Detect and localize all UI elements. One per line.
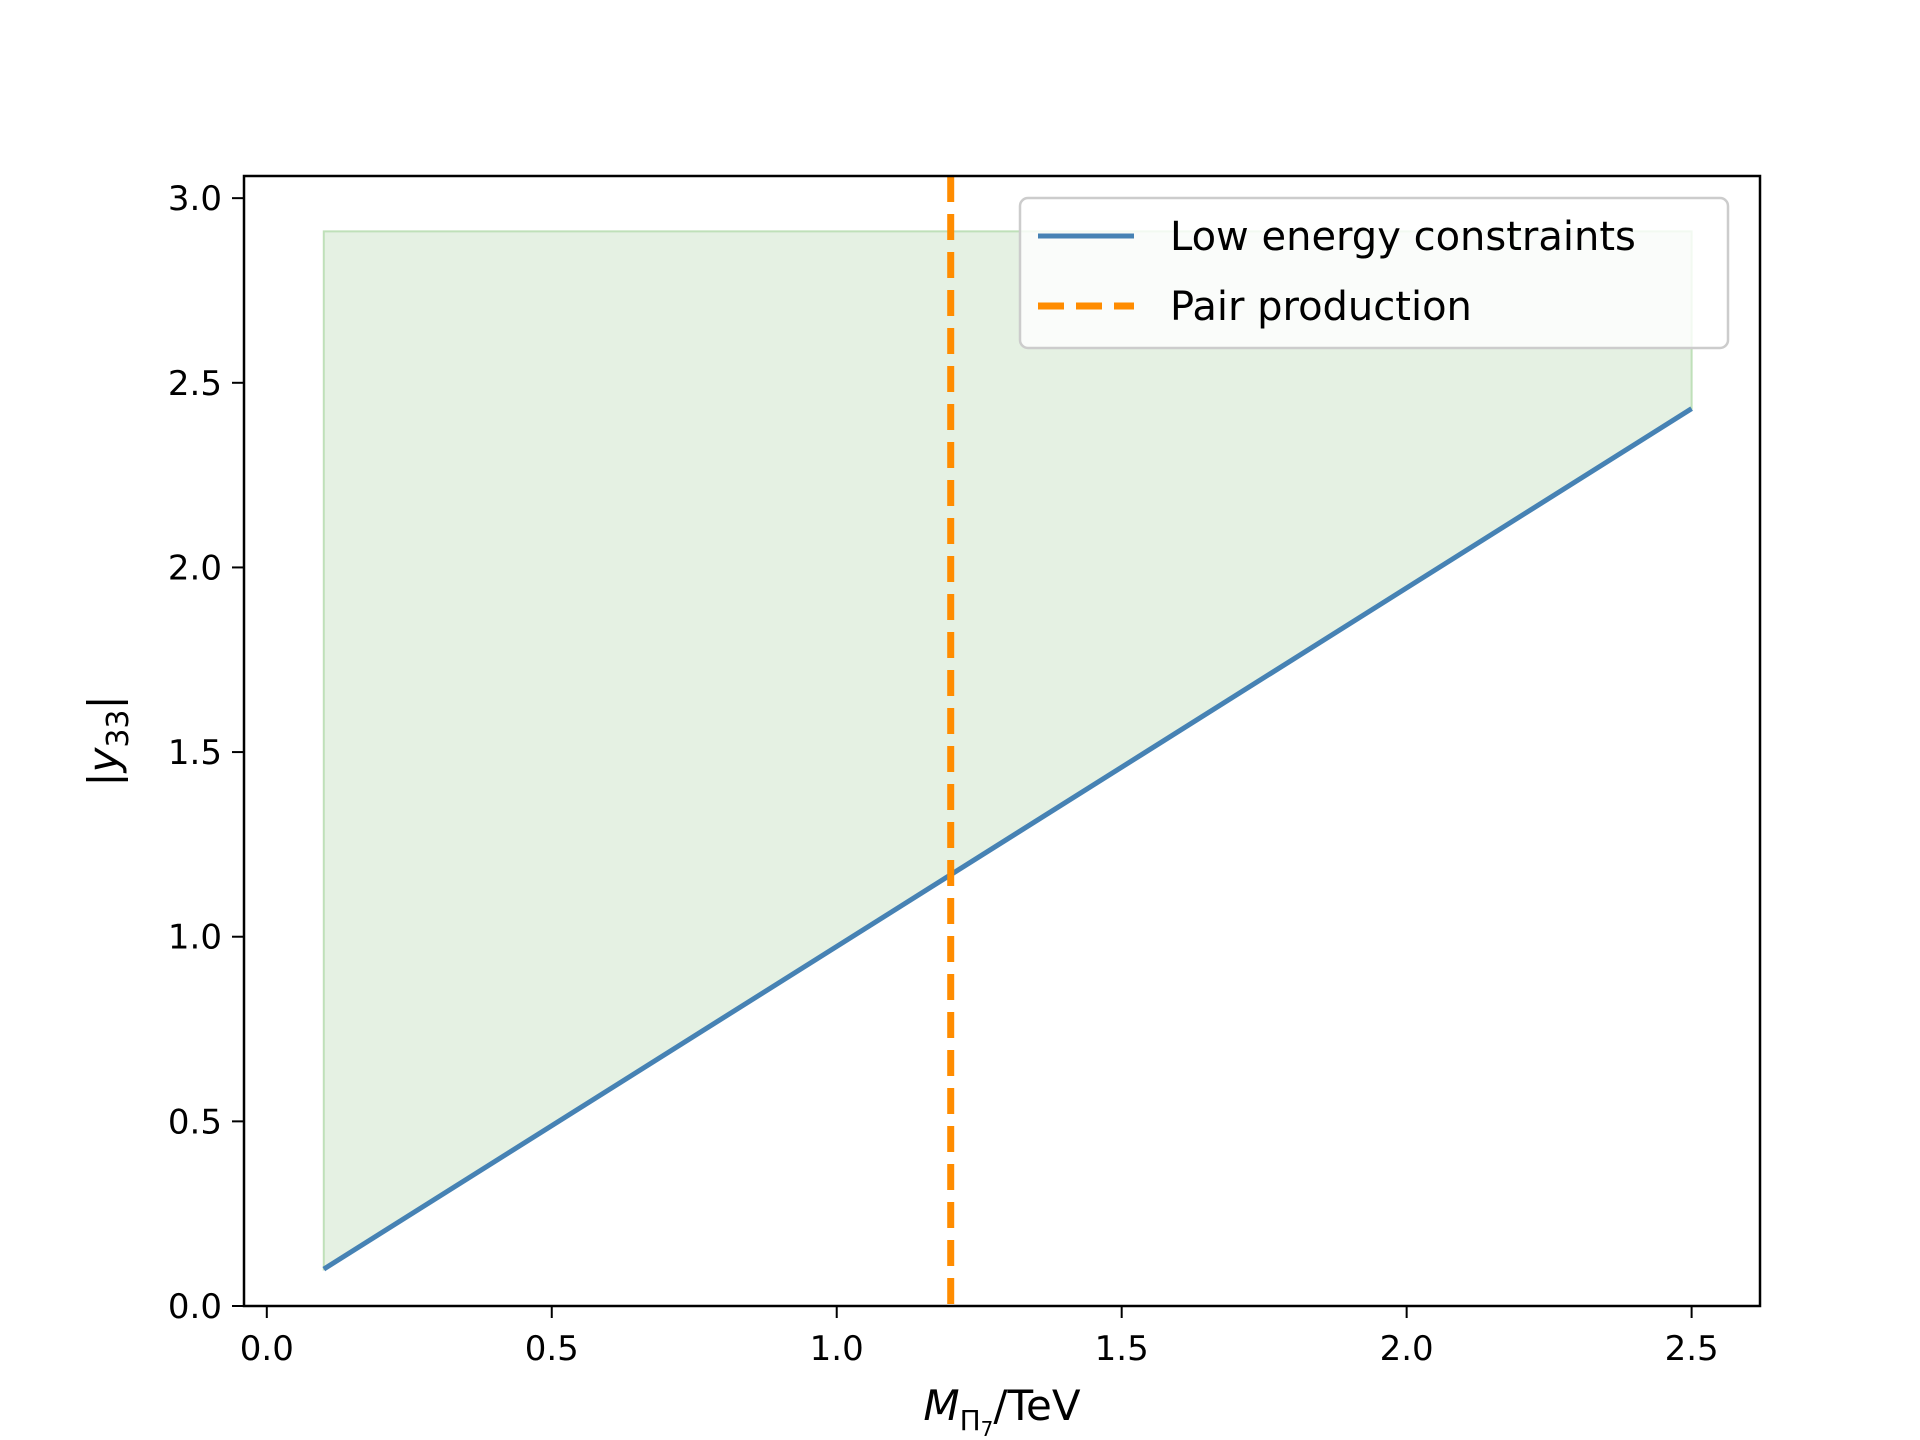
x-axis-label-subsub: 7 <box>981 1417 994 1440</box>
y-axis-label: |y33| <box>79 695 136 786</box>
plot-area <box>322 176 1693 1306</box>
x-tick-label: 1.5 <box>1095 1329 1149 1369</box>
x-tick-label: 2.0 <box>1380 1329 1434 1369</box>
legend-box <box>1018 196 1730 350</box>
legend-label: Pair production <box>1170 284 1472 330</box>
x-axis-label-main: M <box>923 1381 959 1430</box>
y-tick-label: 0.5 <box>168 1102 222 1142</box>
y-axis-label-open: | <box>79 773 128 787</box>
x-tick-label: 0.0 <box>240 1329 294 1369</box>
axes: 0.0 0.5 1.0 1.5 2.0 2.5 0.0 0.5 1.0 1.5 2.0 2.5 3.0 <box>168 174 1762 1369</box>
x-axis-label-suffix: /TeV <box>993 1381 1081 1430</box>
y-tick-label: 3.0 <box>168 179 222 219</box>
x-tick-label: 2.5 <box>1665 1329 1719 1369</box>
legend: Low energy constraints Pair production <box>1018 196 1730 350</box>
y-tick-label: 0.0 <box>168 1287 222 1327</box>
axes-frame <box>242 174 1762 1308</box>
y-axis-label-main: y <box>79 747 128 775</box>
x-tick-label: 1.0 <box>810 1329 864 1369</box>
y-tick-label: 2.0 <box>168 548 222 588</box>
y-axis-label-sub: 33 <box>101 709 136 747</box>
y-tick-label: 2.5 <box>168 364 222 404</box>
y-tick-label: 1.0 <box>168 918 222 958</box>
y-axis-label-close: | <box>79 695 128 709</box>
x-axis-label-sub: Π <box>960 1404 981 1437</box>
x-tick-label: 0.5 <box>525 1329 579 1369</box>
y-tick-label: 1.5 <box>168 733 222 773</box>
x-axis-label: MΠ7/TeV <box>923 1381 1081 1440</box>
series-line-low-energy-constraints <box>322 406 1693 1272</box>
legend-label: Low energy constraints <box>1170 214 1636 260</box>
